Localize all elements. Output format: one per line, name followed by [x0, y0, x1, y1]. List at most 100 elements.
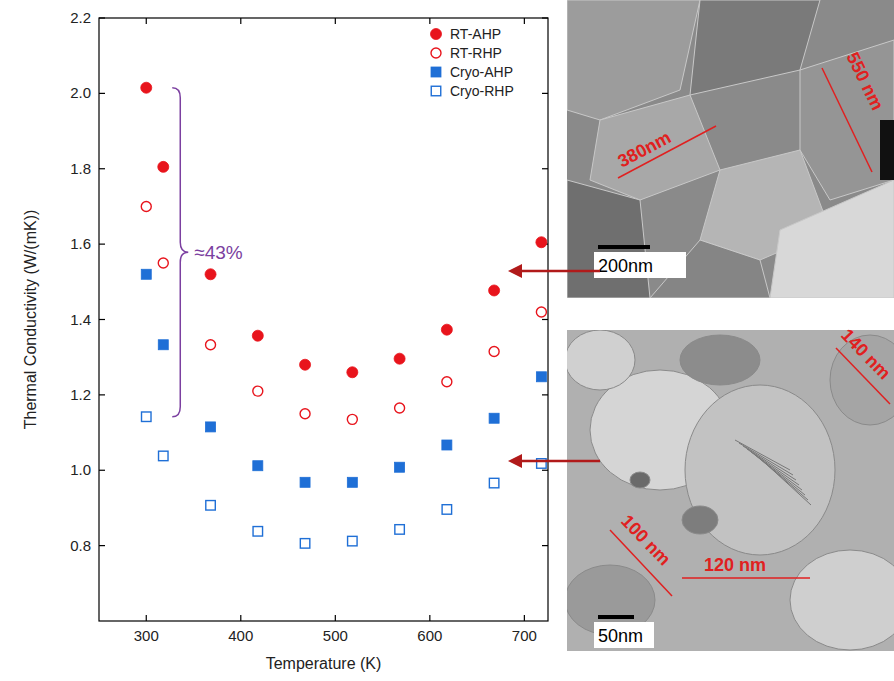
measure-label: 550 nm — [842, 49, 887, 114]
legend-marker — [431, 67, 441, 77]
annotation-brace — [172, 88, 188, 417]
point — [300, 539, 310, 549]
grain — [567, 330, 635, 390]
y-tick-label: 1.2 — [70, 386, 91, 403]
point — [141, 269, 151, 279]
scale-bar-ground — [594, 252, 686, 278]
scale-bar-label: 200nm — [598, 256, 653, 276]
point — [442, 440, 452, 450]
point — [441, 324, 452, 335]
x-tick-top — [146, 18, 147, 24]
x-tick-top — [240, 18, 241, 24]
point — [394, 353, 405, 364]
micrograph-ground — [567, 0, 894, 298]
micrograph: 140 nm 100 nm 120 nm 50nm — [565, 325, 894, 651]
y-axis-title: Thermal Conductivity (W/(mK)) — [22, 210, 39, 430]
scale-bar — [598, 245, 650, 249]
point — [347, 367, 358, 378]
x-tick-top — [335, 18, 336, 24]
x-tick-label: 400 — [228, 627, 253, 644]
annotation-text: ≈43% — [194, 242, 243, 263]
point — [253, 461, 263, 471]
arrow — [518, 270, 600, 273]
point — [206, 422, 216, 432]
x-tick-label: 500 — [323, 627, 348, 644]
measure-label: 120 nm — [704, 555, 766, 575]
measure-label: 100 nm — [617, 511, 674, 570]
point — [300, 359, 311, 370]
point — [395, 403, 405, 413]
measure-label: 380nm — [614, 127, 674, 171]
lamella — [735, 440, 790, 470]
point — [142, 412, 152, 422]
point — [141, 201, 151, 211]
legend-marker — [431, 29, 442, 40]
point — [536, 237, 547, 248]
scale-bar-ground — [594, 622, 654, 648]
y-tick-right — [542, 394, 548, 395]
arrow-head — [508, 454, 522, 468]
y-tick — [99, 17, 105, 18]
x-tick — [146, 615, 147, 621]
y-tick-right — [542, 319, 548, 320]
point — [206, 501, 216, 511]
y-tick-label: 0.8 — [70, 537, 91, 554]
legend-label: RT-RHP — [450, 45, 502, 61]
y-tick-right — [542, 93, 548, 94]
y-tick — [99, 244, 105, 245]
point — [489, 478, 499, 488]
point — [489, 347, 499, 357]
point — [300, 477, 310, 487]
measure-line — [682, 577, 810, 579]
point — [347, 414, 357, 424]
point — [347, 477, 357, 487]
x-tick-top — [524, 18, 525, 24]
y-tick — [99, 319, 105, 320]
point — [489, 285, 500, 296]
x-tick-top — [429, 18, 430, 24]
micrograph-body — [567, 0, 894, 298]
point — [158, 161, 169, 172]
scale-bar-label: 50nm — [598, 626, 643, 646]
y-tick-label: 1.0 — [70, 461, 91, 478]
x-tick-label: 600 — [417, 627, 442, 644]
plot-frame — [99, 18, 548, 621]
point — [348, 536, 358, 546]
arrow — [518, 460, 600, 463]
y-tick — [99, 470, 105, 471]
legend-marker — [431, 48, 441, 58]
point — [252, 330, 263, 341]
y-tick-label: 1.4 — [70, 311, 91, 328]
legend-label: Cryo-RHP — [450, 83, 514, 99]
point — [300, 409, 310, 419]
grain — [630, 472, 650, 488]
y-tick-right — [542, 545, 548, 546]
arrow-head — [508, 264, 522, 278]
grain — [682, 506, 718, 534]
grain — [790, 550, 894, 650]
y-tick-label: 2.2 — [70, 9, 91, 26]
legend-label: RT-AHP — [450, 26, 501, 42]
x-tick-label: 300 — [134, 627, 159, 644]
legend-label: Cryo-AHP — [450, 64, 513, 80]
point — [158, 340, 168, 350]
x-tick-label: 700 — [512, 627, 537, 644]
y-tick — [99, 394, 105, 395]
point — [141, 82, 152, 93]
y-tick — [99, 545, 105, 546]
point — [442, 505, 452, 515]
y-tick — [99, 93, 105, 94]
y-tick-label: 1.8 — [70, 160, 91, 177]
x-tick — [240, 615, 241, 621]
lamella — [763, 461, 811, 505]
y-tick-right — [542, 470, 548, 471]
point — [253, 527, 262, 537]
grain — [590, 95, 720, 200]
point — [253, 386, 263, 396]
point — [159, 451, 169, 461]
y-tick-right — [542, 168, 548, 169]
grain — [567, 180, 650, 298]
point — [536, 372, 546, 382]
grain — [680, 335, 760, 385]
measure-label: 140 nm — [837, 325, 894, 384]
